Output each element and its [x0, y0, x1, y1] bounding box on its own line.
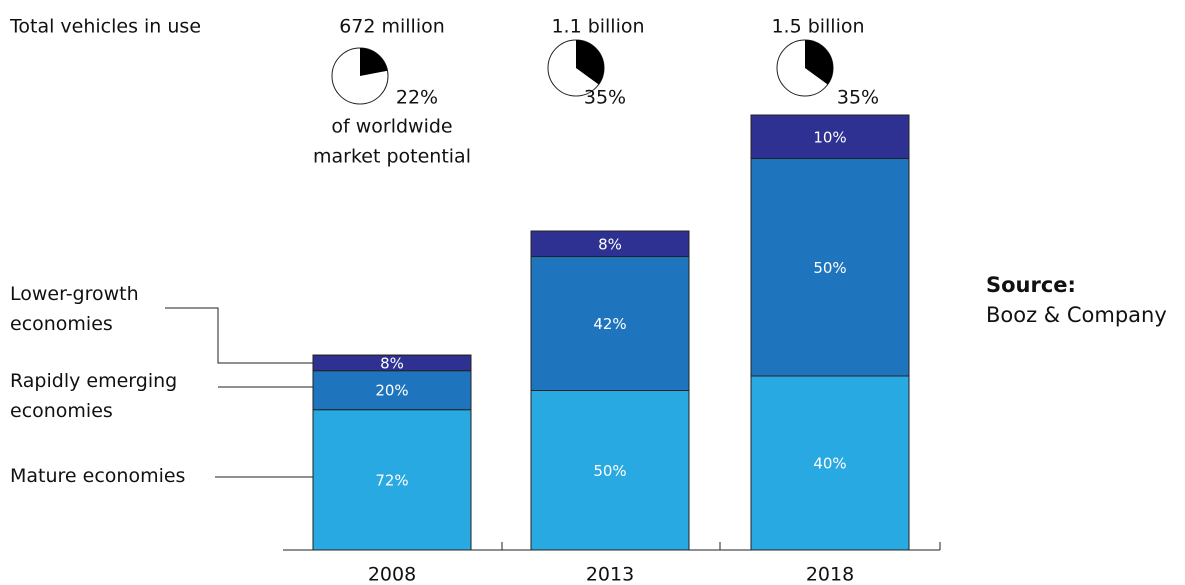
segment-label: 8% [598, 235, 622, 253]
bar-total [312, 354, 472, 551]
legend-label: Mature economies [10, 465, 186, 487]
legend-label: Rapidly emerging economies [10, 370, 178, 422]
source-label: Source: [986, 273, 1076, 297]
total-label: 1.5 billion [771, 16, 864, 38]
bar-segment [530, 256, 690, 391]
segment-label: 50% [593, 462, 626, 480]
bar-total [530, 230, 690, 551]
bar-segment [750, 375, 910, 551]
x-tick-label: 2018 [806, 564, 854, 585]
pie-annotation: market potential [313, 146, 471, 168]
total-label: 672 million [339, 16, 445, 38]
segment-label: 20% [375, 382, 408, 400]
segment-label: 50% [813, 259, 846, 277]
connector [165, 307, 313, 364]
pie-label: 35% [584, 87, 626, 109]
legend-label: Lower-growth economies [10, 283, 139, 335]
bar-segment [750, 158, 910, 377]
pie-wedge [805, 40, 834, 85]
x-tick-label: 2008 [368, 564, 416, 585]
bar-segment [312, 409, 472, 551]
segment-label: 42% [593, 315, 626, 333]
pie-annotation: of worldwide [331, 116, 452, 138]
x-tick-label: 2013 [586, 564, 634, 585]
legend-connectors [165, 307, 313, 478]
pie-label: 35% [837, 87, 879, 109]
bar-total [750, 114, 910, 551]
chart-title: Total vehicles in use [9, 16, 201, 38]
pie-wedge [576, 40, 604, 85]
segment-label: 8% [380, 354, 404, 372]
total-label: 1.1 billion [551, 16, 644, 38]
segment-label: 72% [375, 471, 408, 489]
source: Source: Booz & Company [986, 270, 1167, 330]
bar-segment [312, 370, 472, 411]
segment-label: 40% [813, 455, 846, 473]
bar-segment [750, 114, 910, 159]
pie-wedge [360, 48, 388, 76]
source-text: Booz & Company [986, 303, 1167, 327]
pie-label: 22% [396, 87, 438, 109]
segment-label: 10% [813, 128, 846, 146]
